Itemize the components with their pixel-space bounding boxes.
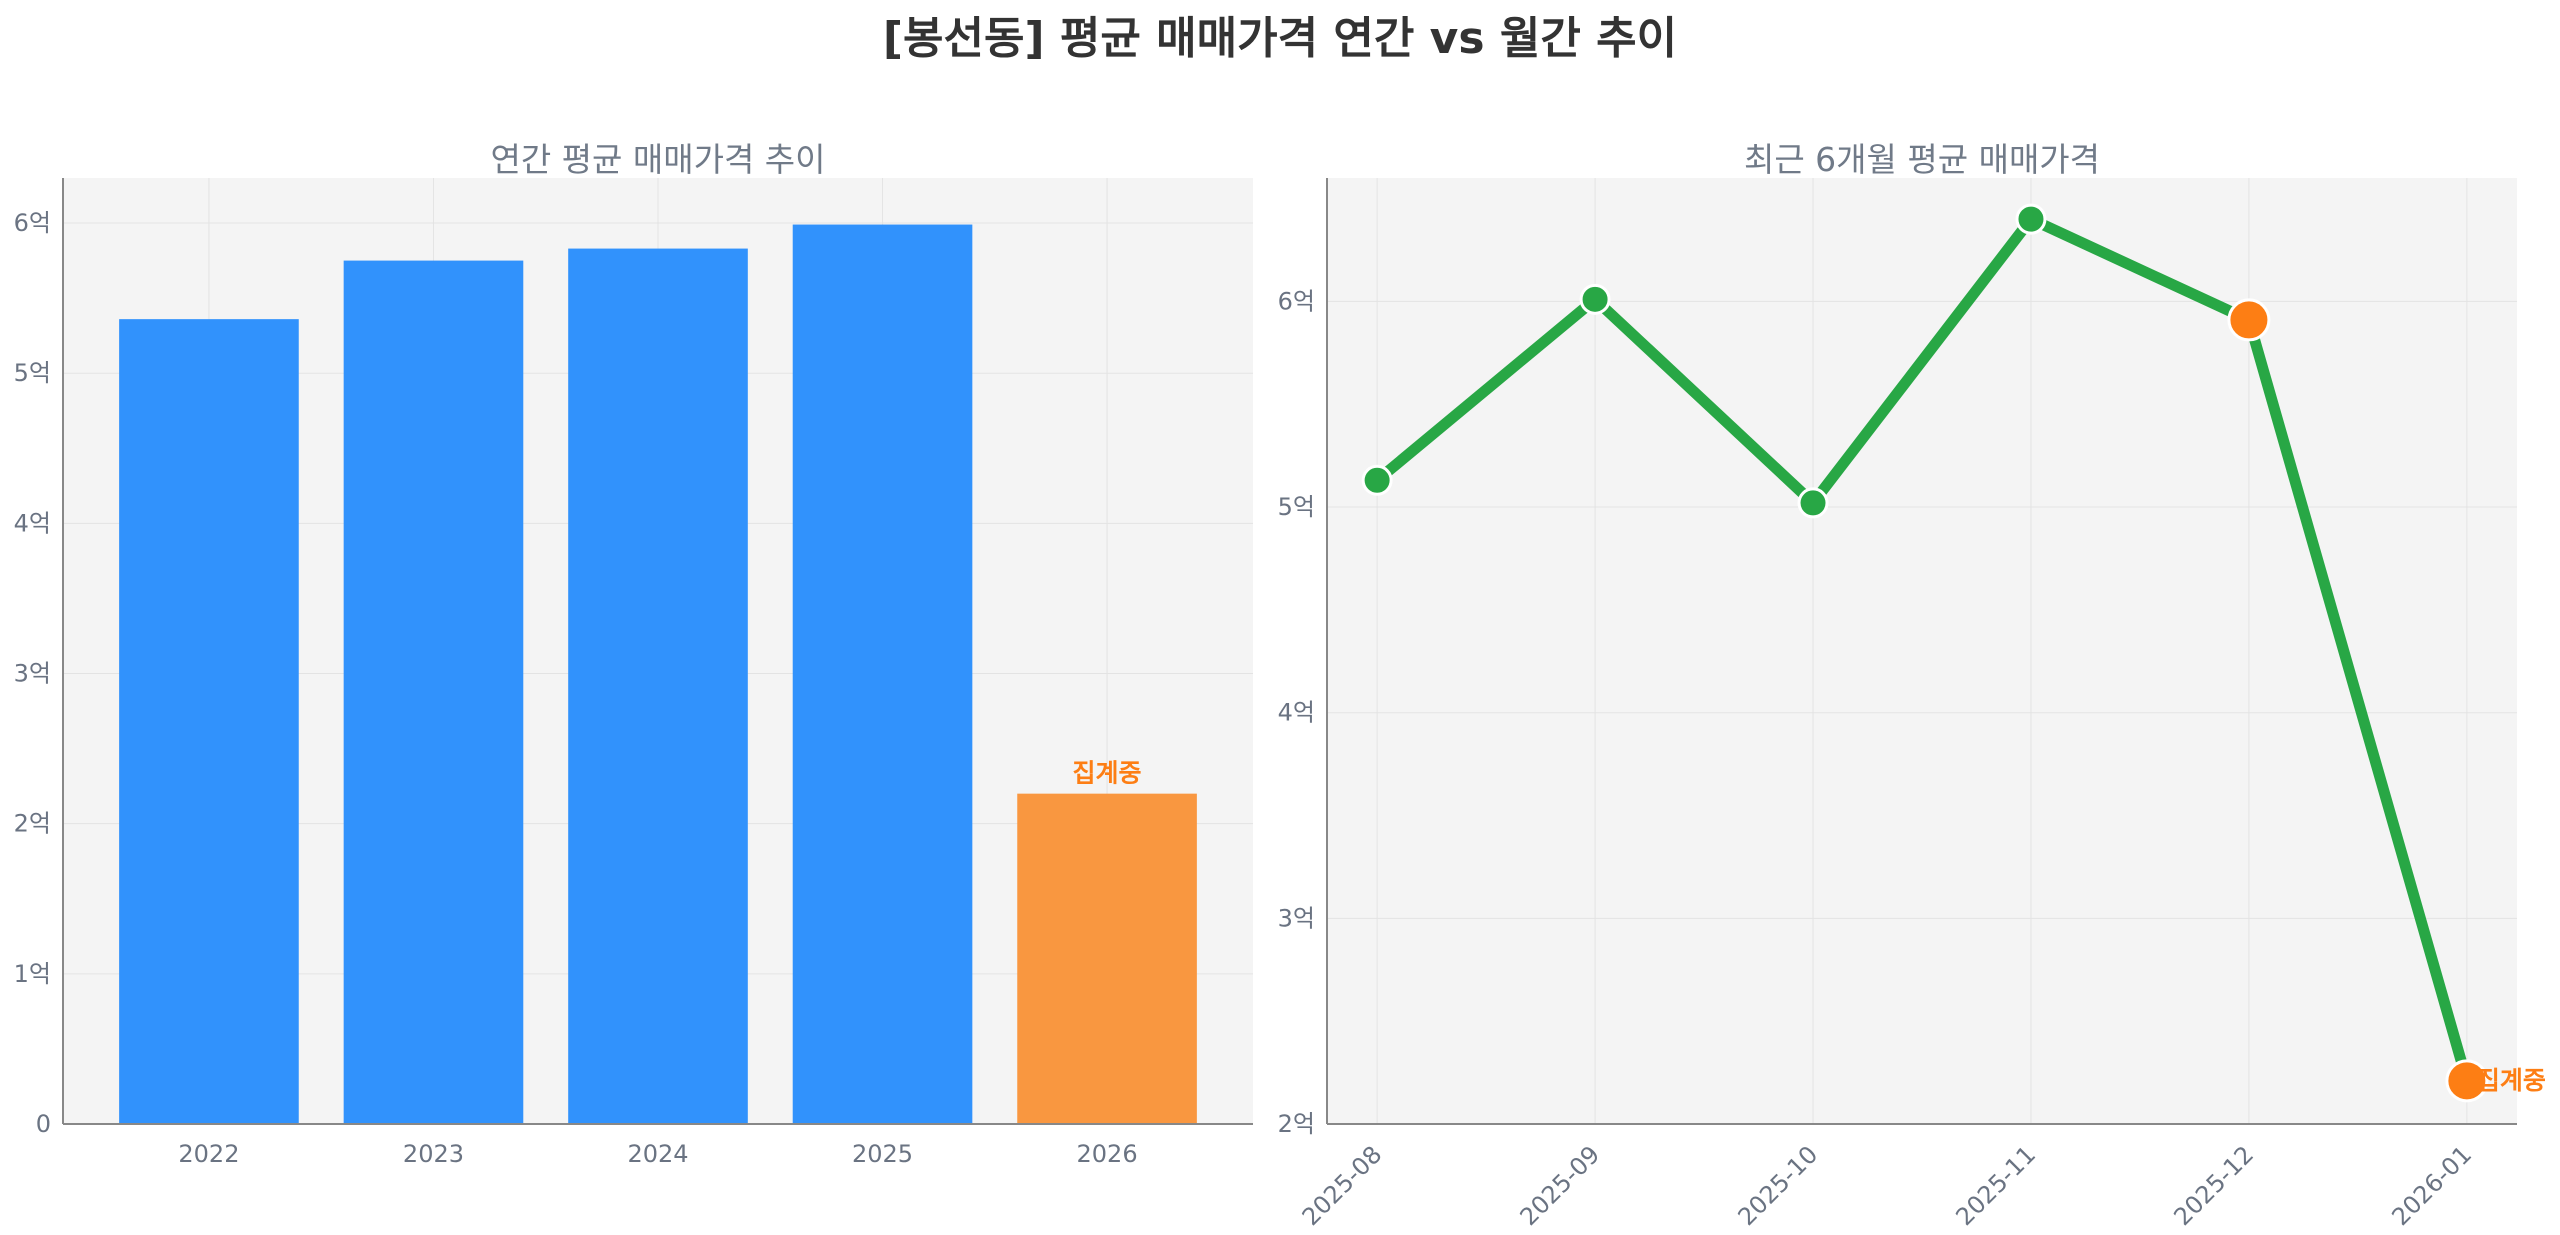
- bar-y-tick-label: 0: [36, 1110, 51, 1138]
- bar-y-tick-label: 6억: [14, 209, 51, 237]
- bar-y-tick-label: 3억: [14, 660, 51, 688]
- line-y-tick-label: 5억: [1278, 493, 1315, 521]
- line-plot-area: [1327, 178, 2517, 1124]
- line-point-2025-10: [1797, 487, 1829, 519]
- bar-annotation-label: 집계중: [1073, 759, 1142, 788]
- line-point-2025-11: [2015, 203, 2047, 235]
- line-series: [1373, 213, 2473, 1083]
- line-point-2025-12: [2227, 298, 2271, 342]
- bar-y-tick-label: 5억: [14, 359, 51, 387]
- line-annotation-label: 집계중: [2477, 1066, 2546, 1095]
- line-y-tick-label: 2억: [1278, 1110, 1315, 1138]
- line-point-2025-08: [1361, 464, 1393, 496]
- bar-2024: [568, 248, 748, 1125]
- bar-x-tick-label: 2026: [1077, 1140, 1138, 1168]
- line-y-tick-label: 3억: [1278, 904, 1315, 932]
- line-x-tick-label: 2026-01: [2386, 1140, 2477, 1231]
- bar-2023: [343, 260, 524, 1125]
- bar-2025: [792, 224, 973, 1125]
- line-chart-title: 최근 6개월 평균 매매가격: [1743, 140, 2101, 179]
- bar-y-tick-label: 4억: [14, 509, 51, 537]
- bar-chart-title: 연간 평균 매매가격 추이: [490, 140, 826, 179]
- line-y-tick-label: 6억: [1278, 287, 1315, 315]
- bar-x-tick-label: 2025: [852, 1140, 913, 1168]
- line-point-2026-01: [2445, 1059, 2489, 1103]
- main-title: [봉선동] 평균 매매가격 연간 vs 월간 추이: [882, 13, 1678, 64]
- line-x-tick-label: 2025-12: [2168, 1140, 2259, 1231]
- bar-x-tick-label: 2023: [403, 1140, 464, 1168]
- bar-2022: [119, 319, 299, 1125]
- bar-y-tick-label: 1억: [14, 960, 51, 988]
- line-x-tick-label: 2025-10: [1733, 1140, 1824, 1231]
- bar-x-tick-label: 2022: [178, 1140, 239, 1168]
- bar-2026: [1017, 793, 1197, 1124]
- bar-y-tick-label: 2억: [14, 810, 51, 838]
- line-x-tick-label: 2025-08: [1297, 1140, 1388, 1231]
- bar-x-tick-label: 2024: [627, 1140, 688, 1168]
- line-x-tick-label: 2025-11: [1951, 1140, 2042, 1231]
- line-y-tick-label: 4억: [1278, 699, 1315, 727]
- line-point-2025-09: [1579, 283, 1611, 315]
- line-x-tick-label: 2025-09: [1515, 1140, 1606, 1231]
